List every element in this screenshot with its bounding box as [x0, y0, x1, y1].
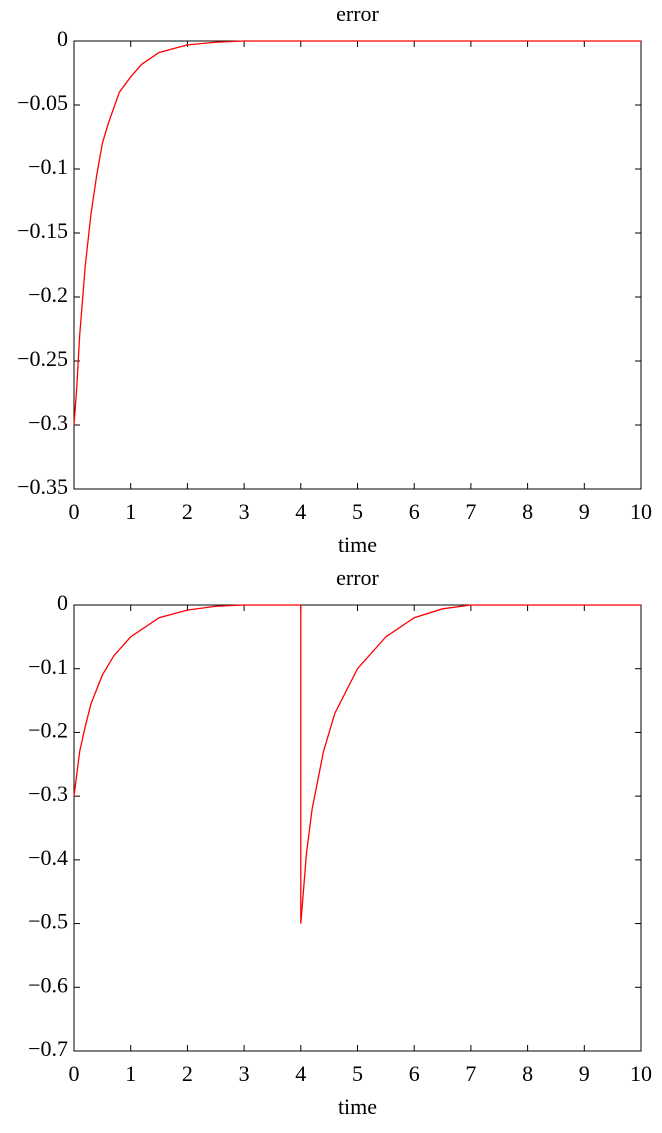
x-tick-label: 6: [409, 499, 420, 524]
x-tick-label: 1: [125, 499, 136, 524]
x-tick-label: 10: [630, 1061, 652, 1086]
x-tick-label: 8: [522, 1061, 533, 1086]
chart-title: error: [336, 1, 379, 26]
axes-box: [73, 604, 642, 1052]
x-tick-label: 6: [409, 1061, 420, 1086]
x-tick-label: 0: [69, 499, 80, 524]
x-tick-label: 7: [465, 499, 476, 524]
x-tick-label: 2: [182, 499, 193, 524]
error-line: [73, 40, 641, 426]
y-tick-label: −0.1: [28, 154, 68, 179]
x-axis-label: time: [338, 532, 377, 557]
y-tick-label: −0.5: [28, 909, 68, 934]
y-tick-label: −0.25: [17, 346, 68, 371]
x-tick-label: 5: [352, 1061, 363, 1086]
chart-title: error: [336, 565, 379, 590]
y-tick-label: −0.1: [28, 654, 68, 679]
y-tick-label: −0.05: [17, 90, 68, 115]
y-tick-label: −0.6: [28, 972, 68, 997]
x-tick-label: 5: [352, 499, 363, 524]
y-tick-label: −0.3: [28, 781, 68, 806]
x-tick-label: 0: [69, 1061, 80, 1086]
y-tick-label: 0: [57, 590, 68, 615]
x-tick-label: 3: [239, 499, 250, 524]
x-tick-label: 9: [579, 499, 590, 524]
x-axis-label: time: [338, 1094, 377, 1119]
y-tick-label: −0.2: [28, 717, 68, 742]
y-tick-label: −0.7: [28, 1036, 68, 1061]
x-tick-label: 10: [630, 499, 652, 524]
x-tick-label: 4: [295, 499, 306, 524]
y-tick-label: −0.3: [28, 410, 68, 435]
x-tick-label: 2: [182, 1061, 193, 1086]
y-tick-label: 0: [57, 26, 68, 51]
y-tick-label: −0.35: [17, 474, 68, 499]
y-tick-label: −0.2: [28, 282, 68, 307]
x-tick-label: 8: [522, 499, 533, 524]
y-tick-label: −0.15: [17, 218, 68, 243]
axes-box: [73, 40, 642, 490]
y-tick-label: −0.4: [28, 845, 68, 870]
error-line: [73, 604, 641, 924]
x-tick-label: 3: [239, 1061, 250, 1086]
x-tick-label: 9: [579, 1061, 590, 1086]
x-tick-label: 1: [125, 1061, 136, 1086]
x-tick-label: 7: [465, 1061, 476, 1086]
x-tick-label: 4: [295, 1061, 306, 1086]
